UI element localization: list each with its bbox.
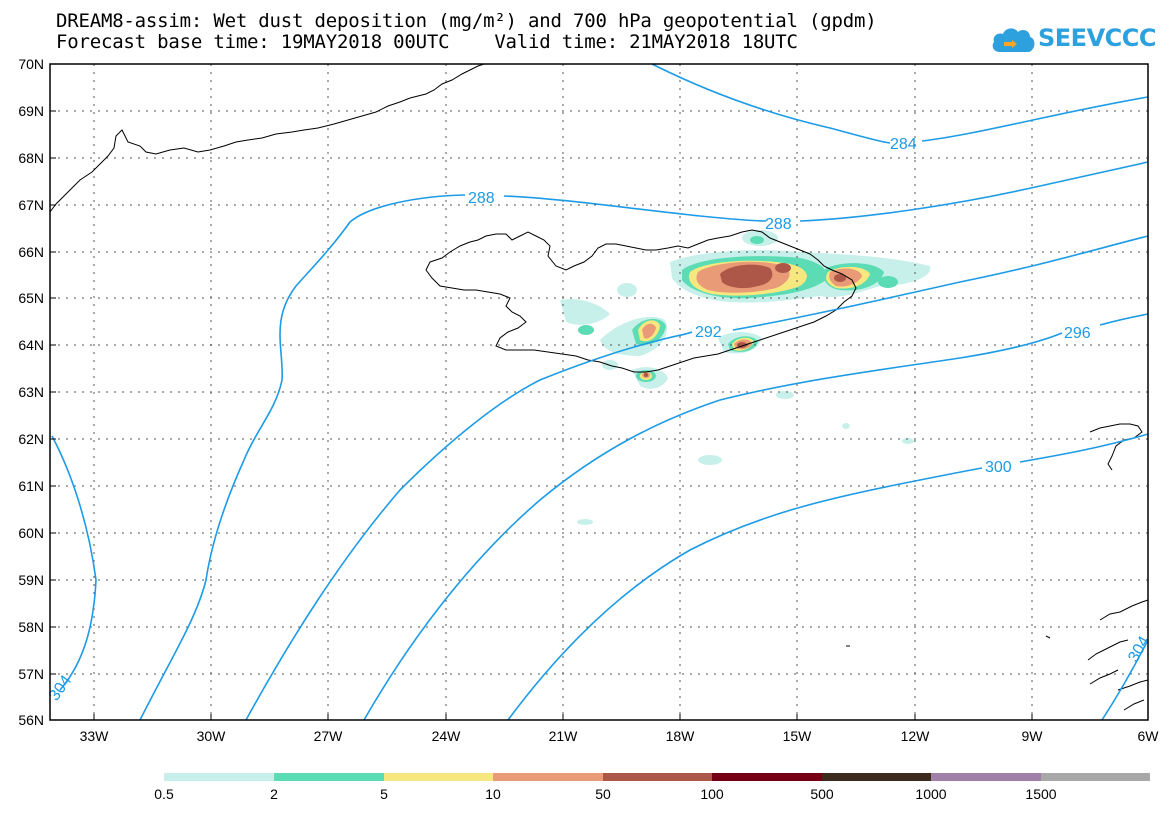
colorbar-label: 100 — [700, 786, 724, 802]
lon-label: 21W — [549, 728, 579, 744]
lon-label: 30W — [197, 728, 227, 744]
map-frame — [49, 63, 1149, 721]
colorbar-swatch — [603, 773, 712, 781]
colorbar-label: 1500 — [1025, 786, 1056, 802]
geopotential-contours — [51, 63, 1149, 721]
colorbar-label: 10 — [485, 786, 501, 802]
lat-label: 58N — [18, 619, 44, 635]
colorbar: 0.5 2 5 10 50 100 500 1000 1500 — [154, 773, 1150, 802]
lon-label: 9W — [1022, 728, 1044, 744]
colorbar-swatch — [822, 773, 931, 781]
lon-label: 18W — [666, 728, 696, 744]
contour-304-left — [51, 435, 97, 691]
map-title: DREAM8-assim: Wet dust deposition (mg/m²… — [56, 10, 877, 32]
map-subtitle: Forecast base time: 19MAY2018 00UTC Vali… — [56, 31, 798, 53]
lat-label: 64N — [18, 337, 44, 353]
colorbar-swatch — [274, 773, 384, 781]
colorbar-label: 500 — [810, 786, 834, 802]
lat-label: 67N — [18, 197, 44, 213]
lat-label: 61N — [18, 478, 44, 494]
contour-label-296: 296 — [1064, 325, 1091, 342]
scotland-coast — [1087, 599, 1149, 711]
lon-label: 24W — [432, 728, 462, 744]
greenland-coast — [49, 63, 485, 213]
colorbar-swatch — [712, 773, 822, 781]
dust-deposition-shading — [560, 230, 931, 525]
contour-label-304-east: 304 — [1125, 633, 1153, 665]
lat-label: 63N — [18, 384, 44, 400]
contour-296 — [363, 313, 1149, 721]
lat-label: 66N — [18, 244, 44, 260]
lon-label: 33W — [80, 728, 110, 744]
lat-label: 57N — [18, 666, 44, 682]
contour-labels: 284 288 288 292 296 300 304 304 — [46, 136, 1153, 704]
colorbar-label: 5 — [380, 786, 388, 802]
lon-label: 6W — [1138, 728, 1160, 744]
contour-label-292: 292 — [695, 324, 722, 341]
logo-text: SEEVCCC — [1038, 24, 1157, 52]
iceland-coast — [425, 229, 857, 373]
contour-292 — [245, 235, 1149, 721]
lat-label: 68N — [18, 150, 44, 166]
colorbar-swatch — [931, 773, 1041, 781]
colorbar-label: 2 — [270, 786, 278, 802]
contour-label-288-east: 288 — [765, 216, 792, 233]
lat-label: 60N — [18, 525, 44, 541]
contour-label-300: 300 — [985, 459, 1012, 476]
faroe-islands — [1089, 423, 1143, 471]
lat-label: 69N — [18, 103, 44, 119]
contour-304-right — [1101, 639, 1149, 721]
lon-label: 27W — [314, 728, 344, 744]
colorbar-swatch — [384, 773, 493, 781]
lat-label: 62N — [18, 431, 44, 447]
lon-label: 15W — [783, 728, 813, 744]
contour-288 — [139, 161, 1149, 721]
colorbar-swatch — [493, 773, 603, 781]
colorbar-label: 50 — [595, 786, 611, 802]
longitude-axis: 33W 30W 27W 24W 21W 18W 15W 12W 9W 6W — [80, 714, 1160, 744]
seevccc-logo: SEEVCCC — [990, 22, 1157, 58]
contour-label-288-west: 288 — [468, 190, 495, 207]
lat-label: 59N — [18, 572, 44, 588]
graticule — [50, 64, 1148, 720]
lat-label: 56N — [18, 712, 44, 728]
lat-label: 70N — [18, 56, 44, 72]
coastlines — [49, 63, 1149, 711]
colorbar-label: 0.5 — [154, 786, 174, 802]
lat-label: 65N — [18, 290, 44, 306]
contour-label-284: 284 — [890, 136, 917, 153]
colorbar-swatch — [1041, 773, 1150, 781]
colorbar-swatch — [164, 773, 274, 781]
colorbar-label: 1000 — [915, 786, 946, 802]
latitude-axis: 70N 69N 68N 67N 66N 65N 64N 63N 62N 61N … — [18, 56, 56, 728]
contour-300 — [507, 433, 1149, 721]
cloud-icon — [992, 28, 1035, 52]
contour-284 — [651, 63, 1149, 144]
lon-label: 12W — [901, 728, 931, 744]
